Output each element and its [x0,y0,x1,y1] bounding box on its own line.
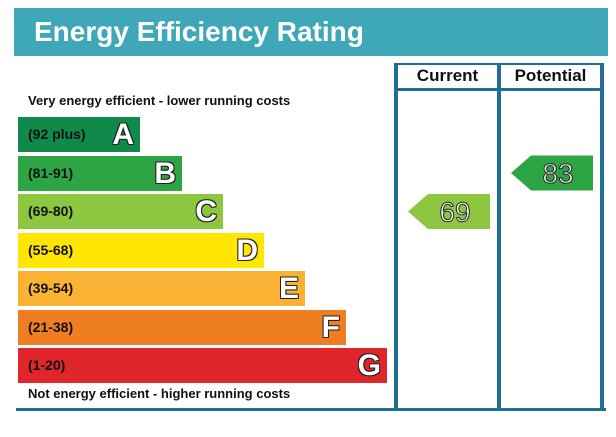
frame-divider-1 [394,63,398,410]
band-letter: F [321,310,340,344]
band-letter: E [278,272,299,305]
top-caption: Very energy efficient - lower running co… [28,93,291,108]
chart-title: Energy Efficiency Rating [34,16,364,47]
band-letter: D [236,233,258,267]
bottom-caption: Not energy efficient - higher running co… [28,386,291,401]
frame-divider-3 [600,63,604,410]
frame-divider-2 [497,63,501,410]
band-b: (81-91) B [18,155,182,191]
frame-bottom-line [16,408,606,411]
band-f: (21-38) F [18,309,346,345]
band-a: (92 plus) A [18,117,140,152]
band-letter: B [154,156,176,190]
current-arrow [408,194,490,229]
band-range-label: (1-20) [28,357,66,373]
current-score-label: 69 [439,197,470,228]
band-g: (1-20) G [18,348,387,383]
band-letter: G [357,349,381,382]
potential-arrow [511,155,593,191]
band-letter: A [112,118,134,151]
potential-column-header: Potential [514,66,587,85]
band-range-label: (55-68) [28,241,74,258]
band-d: (55-68) D [18,232,264,268]
band-range-label: (39-54) [28,280,74,296]
potential-score-label: 83 [542,158,573,189]
band-c: (69-80) C [18,194,223,229]
band-range-label: (69-80) [28,203,74,219]
band-range-label: (81-91) [28,164,74,181]
current-column-header: Current [416,66,479,85]
title-bar: Energy Efficiency Rating [14,8,608,56]
band-e: (39-54) E [18,271,305,306]
band-letter: C [195,195,217,228]
band-range-label: (21-38) [28,318,74,335]
band-range-label: (92 plus) [28,126,86,142]
